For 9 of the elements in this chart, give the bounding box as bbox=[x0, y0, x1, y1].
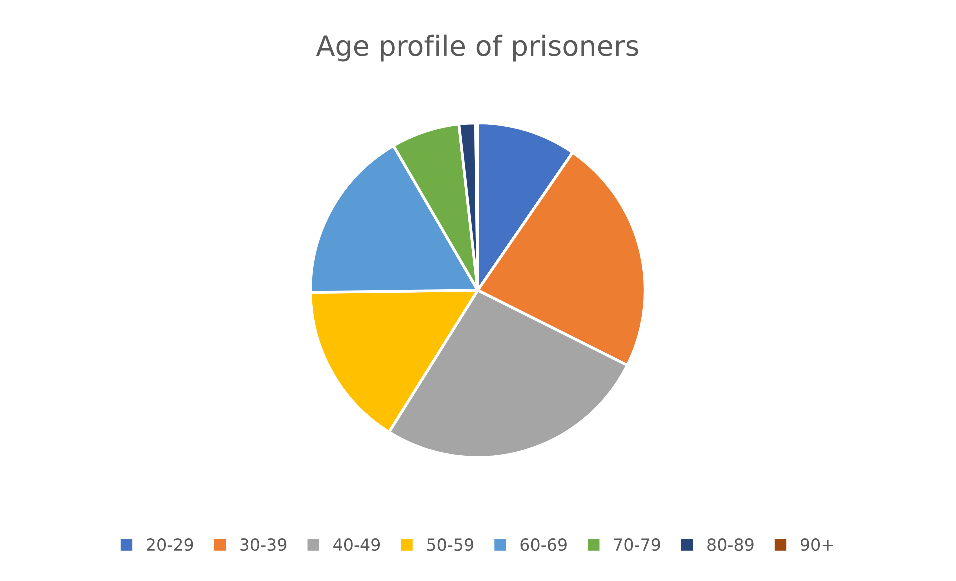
chart-title: Age profile of prisoners bbox=[316, 34, 638, 62]
legend-label: 90+ bbox=[800, 538, 834, 552]
legend-label: 20-29 bbox=[147, 538, 194, 552]
legend-label: 80-89 bbox=[708, 538, 754, 552]
legend-label: 50-59 bbox=[427, 538, 474, 552]
legend-label: 40-49 bbox=[334, 538, 380, 552]
legend-label: 30-39 bbox=[240, 538, 287, 552]
legend-label: 60-69 bbox=[520, 538, 567, 552]
legend-label: 70-79 bbox=[614, 538, 660, 552]
